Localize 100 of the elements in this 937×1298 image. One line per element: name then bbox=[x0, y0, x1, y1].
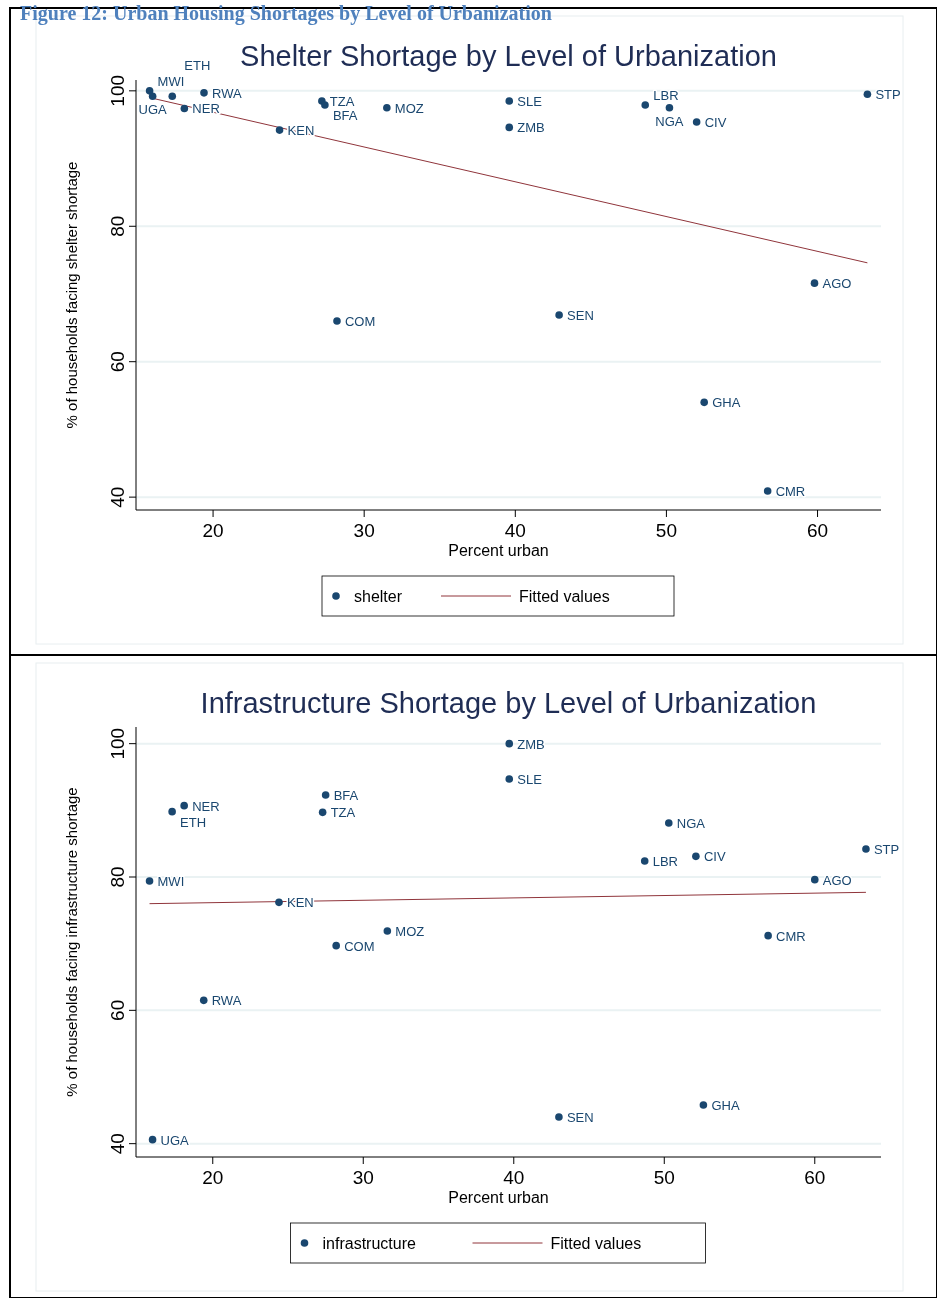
annotation: CIV bbox=[703, 849, 726, 865]
annotation: MOZ bbox=[394, 100, 424, 116]
x-tick-label: 40 bbox=[503, 1167, 525, 1188]
point bbox=[699, 1101, 708, 1109]
point bbox=[700, 398, 708, 407]
chart-title: Shelter Shortage by Level of Urbanization bbox=[240, 40, 777, 72]
x-tick-label: 50 bbox=[653, 1167, 675, 1188]
y-axis-title: % of households facing shelter shortage bbox=[63, 161, 80, 429]
point bbox=[275, 126, 284, 134]
x-tick-label: 30 bbox=[352, 1167, 374, 1188]
annotation: SEN bbox=[566, 1110, 594, 1125]
point bbox=[763, 487, 772, 495]
x-tick-label: 20 bbox=[202, 1167, 224, 1188]
point bbox=[199, 996, 208, 1005]
point bbox=[862, 845, 870, 853]
annotation: AGO bbox=[822, 276, 852, 292]
chart-title: Infrastructure Shortage by Level of Urbanization bbox=[200, 687, 817, 719]
point bbox=[555, 311, 563, 319]
point bbox=[505, 123, 514, 132]
point bbox=[333, 317, 341, 325]
legend-label: infrastructure bbox=[322, 1235, 416, 1252]
x-tick-label: 60 bbox=[806, 520, 829, 541]
point bbox=[168, 92, 177, 101]
point bbox=[148, 92, 157, 101]
legend-label: Fitted values bbox=[519, 588, 610, 605]
y-tick-label: 40 bbox=[107, 1133, 128, 1155]
annotation: STP bbox=[873, 842, 900, 857]
point bbox=[275, 898, 283, 907]
point bbox=[148, 1135, 157, 1144]
annotation: ETH bbox=[184, 58, 211, 74]
point bbox=[200, 89, 208, 97]
annotation: TZA bbox=[330, 805, 356, 821]
point bbox=[810, 279, 819, 287]
annotation: UGA bbox=[160, 1132, 190, 1148]
annotation: ZMB bbox=[517, 120, 545, 136]
point bbox=[383, 103, 391, 112]
annotation: SLE bbox=[517, 93, 543, 109]
annotation: GHA bbox=[712, 395, 741, 411]
point bbox=[332, 941, 340, 950]
x-tick-label: 30 bbox=[353, 520, 375, 541]
annotation: CMR bbox=[775, 484, 806, 500]
annotation: SEN bbox=[567, 307, 594, 323]
point bbox=[145, 877, 154, 885]
point bbox=[664, 819, 673, 827]
point bbox=[692, 118, 701, 126]
annotation: MOZ bbox=[395, 924, 425, 939]
point bbox=[321, 791, 330, 799]
x-tick-label: 20 bbox=[202, 520, 224, 541]
point bbox=[640, 857, 649, 865]
x-axis-title: Percent urban bbox=[448, 542, 549, 559]
y-axis-title: % of households facing infrastructure shortage bbox=[63, 787, 80, 1097]
annotation: STP bbox=[875, 87, 901, 103]
point bbox=[321, 101, 329, 109]
x-tick-label: 50 bbox=[655, 520, 677, 541]
x-tick-label: 40 bbox=[504, 520, 526, 541]
point bbox=[555, 1113, 563, 1121]
y-tick-label: 40 bbox=[107, 486, 128, 508]
annotation: TZA bbox=[329, 93, 355, 109]
point bbox=[505, 775, 514, 783]
y-tick-label: 80 bbox=[107, 866, 128, 888]
point bbox=[505, 97, 514, 105]
x-axis-title: Percent urban bbox=[448, 1189, 549, 1206]
point bbox=[692, 852, 700, 861]
annotation: ETH bbox=[180, 814, 207, 830]
annotation: MWI bbox=[157, 874, 185, 889]
annotation: CMR bbox=[776, 928, 806, 944]
annotation: LBR bbox=[652, 854, 678, 869]
legend-label: shelter bbox=[354, 588, 403, 605]
annotation: LBR bbox=[653, 88, 679, 104]
annotation: GHA bbox=[711, 1098, 740, 1113]
point bbox=[318, 808, 327, 817]
point bbox=[665, 103, 674, 112]
point bbox=[180, 104, 189, 113]
annotation: MWI bbox=[157, 73, 185, 89]
point bbox=[641, 101, 650, 109]
annotation: ZMB bbox=[517, 736, 545, 752]
annotation: BFA bbox=[333, 788, 359, 803]
annotation: BFA bbox=[332, 108, 358, 124]
y-tick-label: 100 bbox=[107, 74, 128, 107]
annotation: RWA bbox=[212, 85, 242, 101]
legend-label: Fitted values bbox=[550, 1235, 642, 1252]
y-tick-label: 80 bbox=[107, 215, 128, 237]
y-tick-label: 60 bbox=[107, 999, 128, 1021]
point bbox=[505, 739, 514, 748]
point bbox=[168, 807, 176, 816]
annotation: AGO bbox=[822, 872, 852, 888]
annotation: NER bbox=[192, 798, 220, 814]
x-tick-label: 60 bbox=[804, 1167, 826, 1188]
annotation: UGA bbox=[138, 102, 168, 118]
y-tick-label: 100 bbox=[107, 727, 128, 760]
annotation: CIV bbox=[704, 114, 727, 130]
annotation: NGA bbox=[655, 113, 684, 129]
y-tick-label: 60 bbox=[107, 351, 128, 373]
point bbox=[383, 927, 392, 935]
annotation: COM bbox=[344, 314, 376, 330]
annotation: NGA bbox=[676, 816, 706, 831]
point bbox=[863, 90, 872, 99]
point bbox=[810, 875, 819, 884]
annotation: COM bbox=[344, 938, 375, 954]
annotation: SLE bbox=[517, 772, 543, 787]
